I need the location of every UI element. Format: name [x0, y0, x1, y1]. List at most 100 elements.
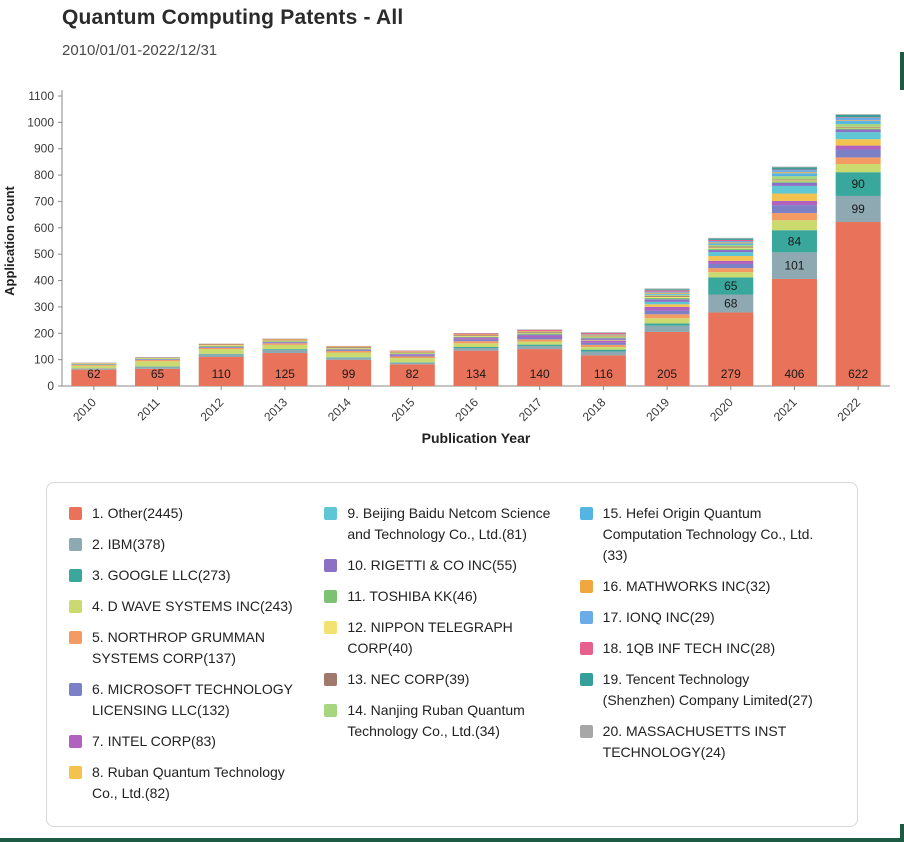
legend-item[interactable]: 8. Ruban Quantum Technology Co., Ltd.(82… [69, 762, 310, 804]
bar-segment[interactable] [580, 340, 626, 341]
legend-item[interactable]: 4. D WAVE SYSTEMS INC(243) [69, 596, 310, 617]
bar-segment[interactable] [580, 349, 626, 352]
bar-segment[interactable] [389, 350, 435, 352]
bar-segment[interactable] [644, 288, 690, 290]
bar-segment[interactable] [708, 244, 754, 247]
bar-segment[interactable] [517, 334, 563, 336]
bar-segment[interactable] [644, 325, 690, 332]
bar-segment[interactable] [835, 121, 881, 124]
bar-segment[interactable] [771, 213, 817, 221]
legend-item[interactable]: 16. MATHWORKS INC(32) [579, 576, 821, 597]
bar-segment[interactable] [835, 126, 881, 128]
bar-segment[interactable] [708, 247, 754, 249]
bar-segment[interactable] [644, 291, 690, 293]
bar-segment[interactable] [771, 179, 817, 181]
bar-segment[interactable] [517, 331, 563, 332]
bar-segment[interactable] [708, 263, 754, 269]
bar-segment[interactable] [771, 176, 817, 180]
bar-segment[interactable] [644, 299, 690, 302]
bar-segment[interactable] [389, 351, 435, 352]
bar-segment[interactable] [771, 205, 817, 214]
bar-segment[interactable] [644, 323, 690, 326]
bar-segment[interactable] [644, 310, 690, 315]
bar-segment[interactable] [835, 120, 881, 122]
bar-segment[interactable] [71, 365, 117, 369]
bar-segment[interactable] [453, 348, 499, 351]
bar-segment[interactable] [771, 172, 817, 174]
bar-segment[interactable] [453, 333, 499, 335]
bar-segment[interactable] [708, 241, 754, 243]
bar-segment[interactable] [453, 336, 499, 338]
bar-segment[interactable] [453, 335, 499, 336]
bar-segment[interactable] [580, 335, 626, 337]
bar-segment[interactable] [835, 132, 881, 140]
bar-segment[interactable] [262, 349, 308, 354]
bar-segment[interactable] [580, 337, 626, 339]
bar-segment[interactable] [644, 296, 690, 298]
bar-segment[interactable] [708, 256, 754, 261]
bar-segment[interactable] [708, 242, 754, 244]
bar-segment[interactable] [708, 252, 754, 257]
bar-segment[interactable] [389, 352, 435, 354]
bar-segment[interactable] [198, 347, 244, 350]
bar-segment[interactable] [198, 344, 244, 346]
bar-segment[interactable] [644, 314, 690, 319]
bar-segment[interactable] [453, 339, 499, 342]
bar-segment[interactable] [326, 357, 372, 360]
bar-segment[interactable] [326, 359, 372, 386]
bar-segment[interactable] [708, 294, 754, 313]
bar-segment[interactable] [262, 344, 308, 350]
bar-segment[interactable] [453, 343, 499, 347]
bar-segment[interactable] [835, 172, 881, 196]
bar-segment[interactable] [135, 359, 181, 360]
bar-segment[interactable] [771, 173, 817, 177]
bar-segment[interactable] [644, 297, 690, 300]
bar-segment[interactable] [708, 248, 754, 250]
bar-segment[interactable] [708, 277, 754, 295]
bar-segment[interactable] [389, 356, 435, 359]
legend-item[interactable]: 18. 1QB INF TECH INC(28) [579, 638, 821, 659]
bar-segment[interactable] [771, 180, 817, 182]
legend-item[interactable]: 15. Hefei Origin Quantum Computation Tec… [579, 503, 821, 566]
bar-segment[interactable] [771, 252, 817, 279]
bar-segment[interactable] [644, 289, 690, 291]
bar-segment[interactable] [262, 339, 308, 340]
bar-segment[interactable] [389, 353, 435, 355]
legend-item[interactable]: 17. IONQ INC(29) [579, 607, 821, 628]
bar-segment[interactable] [326, 346, 372, 347]
bar-segment[interactable] [771, 193, 817, 201]
bar-segment[interactable] [326, 357, 372, 358]
bar-segment[interactable] [580, 340, 626, 343]
legend-item[interactable]: 5. NORTHROP GRUMMAN SYSTEMS CORP(137) [69, 627, 310, 669]
legend-item[interactable]: 9. Beijing Baidu Netcom Science and Tech… [324, 503, 565, 545]
bar-segment[interactable] [835, 117, 881, 121]
legend-item[interactable]: 3. GOOGLE LLC(273) [69, 565, 310, 586]
bar-segment[interactable] [835, 128, 881, 130]
bar-segment[interactable] [71, 362, 117, 364]
bar-segment[interactable] [198, 354, 244, 357]
bar-segment[interactable] [71, 363, 117, 364]
bar-segment[interactable] [580, 351, 626, 356]
bar-segment[interactable] [71, 363, 117, 365]
legend-item[interactable]: 2. IBM(378) [69, 534, 310, 555]
bar-segment[interactable] [644, 293, 690, 295]
bar-segment[interactable] [644, 306, 690, 311]
bar-segment[interactable] [135, 357, 181, 359]
bar-segment[interactable] [644, 331, 690, 386]
bar-segment[interactable] [453, 338, 499, 340]
bar-segment[interactable] [198, 345, 244, 347]
bar-segment[interactable] [580, 336, 626, 338]
bar-segment[interactable] [71, 368, 117, 370]
bar-segment[interactable] [580, 342, 626, 345]
bar-segment[interactable] [580, 332, 626, 333]
bar-segment[interactable] [198, 353, 244, 355]
bar-segment[interactable] [135, 358, 181, 359]
bar-segment[interactable] [644, 301, 690, 305]
bar-segment[interactable] [580, 344, 626, 347]
bar-segment[interactable] [708, 268, 754, 273]
bar-segment[interactable] [517, 345, 563, 350]
bar-segment[interactable] [580, 333, 626, 335]
bar-segment[interactable] [771, 220, 817, 231]
bar-segment[interactable] [326, 349, 372, 350]
bar-segment[interactable] [326, 347, 372, 349]
